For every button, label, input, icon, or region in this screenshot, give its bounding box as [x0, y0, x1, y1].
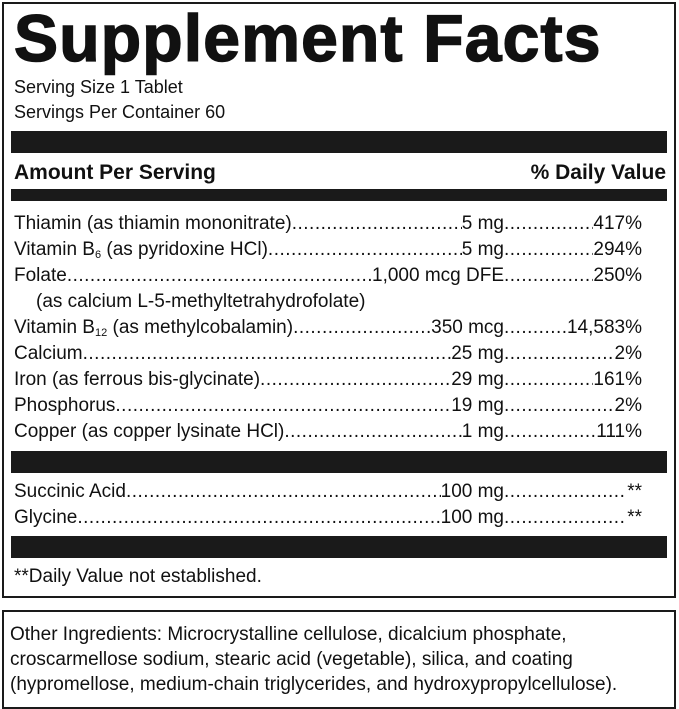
divider-bar: [11, 131, 667, 153]
divider-bar: [11, 189, 667, 201]
nutrient-note: (as calcium L-5-methyltetrahydrofolate): [36, 291, 366, 312]
nutrient-name: Vitamin B6 (as pyridoxine HCl): [14, 239, 268, 261]
other-ingredients-panel: Other Ingredients: Microcrystalline cell…: [2, 610, 676, 709]
nutrient-row: Vitamin B6 (as pyridoxine HCl) 5 mg 294%: [14, 237, 642, 263]
nutrient-dv: 14,583%: [566, 317, 642, 338]
nutrient-dv: 2%: [614, 343, 642, 364]
nutrient-amount: 5 mg: [461, 239, 504, 260]
nutrient-amount: 100 mg: [440, 481, 504, 502]
nutrient-name: Vitamin B12 (as methylcobalamin): [14, 317, 294, 339]
nutrient-amount: 350 mcg: [431, 317, 504, 338]
nutrient-dv: 417%: [593, 213, 642, 234]
nutrient-amount: 1 mg: [461, 421, 504, 442]
nutrient-name: Calcium: [14, 343, 83, 364]
nutrient-row: Succinic Acid 100 mg **: [14, 479, 642, 505]
nutrient-row: Phosphorus 19 mg 2%: [14, 393, 642, 419]
nutrient-name: Succinic Acid: [14, 481, 126, 502]
nutrient-row: Glycine 100 mg **: [14, 505, 642, 531]
nutrient-dv: 294%: [593, 239, 642, 260]
footnote: **Daily Value not established.: [14, 566, 262, 587]
nutrient-dv: 250%: [593, 265, 642, 286]
nutrient-row: Calcium 25 mg 2%: [14, 341, 642, 367]
divider-bar: [11, 451, 667, 473]
nutrient-name: Copper (as copper lysinate HCl): [14, 421, 285, 442]
nutrient-row: Vitamin B12 (as methylcobalamin)350 mcg …: [14, 315, 642, 341]
nutrient-dv: 161%: [593, 369, 642, 390]
nutrient-dv: **: [627, 507, 642, 528]
nutrient-amount: 5 mg: [461, 213, 504, 234]
other-ingredients-text: Other Ingredients: Microcrystalline cell…: [10, 624, 618, 695]
nutrient-row: Thiamin (as thiamin mononitrate) 5 mg 417…: [14, 211, 642, 237]
nutrient-name: Folate: [14, 265, 67, 286]
nutrient-dv: 111%: [596, 421, 642, 442]
nutrient-amount: 19 mg: [451, 395, 504, 416]
amount-per-serving-label: Amount Per Serving: [14, 161, 216, 184]
panel-title: Supplement Facts: [13, 0, 602, 76]
nutrient-dv: 2%: [614, 395, 642, 416]
nutrient-name: Iron (as ferrous bis-glycinate): [14, 369, 261, 390]
other-nutrient-list: Succinic Acid 100 mg ** Glycine 100 mg **: [14, 479, 642, 531]
nutrient-amount: 25 mg: [451, 343, 504, 364]
column-header: Amount Per Serving % Daily Value: [14, 161, 666, 185]
divider-bar: [11, 536, 667, 558]
nutrient-amount: 29 mg: [451, 369, 504, 390]
daily-value-label: % Daily Value: [530, 161, 666, 184]
nutrient-row: Iron (as ferrous bis-glycinate) 29 mg 161…: [14, 367, 642, 393]
nutrient-list: Thiamin (as thiamin mononitrate) 5 mg 417…: [14, 211, 642, 445]
nutrient-row: Copper (as copper lysinate HCl) 1 mg 111%: [14, 419, 642, 445]
nutrient-amount: 1,000 mcg DFE: [372, 265, 504, 286]
nutrient-amount: 100 mg: [440, 507, 504, 528]
nutrient-row: Folate 1,000 mcg DFE 250%: [14, 263, 642, 289]
nutrient-name: Thiamin (as thiamin mononitrate): [14, 213, 292, 234]
nutrient-dv: **: [627, 481, 642, 502]
nutrient-name: Glycine: [14, 507, 78, 528]
supplement-facts-panel: Supplement Facts Serving Size 1 Tablet S…: [2, 0, 676, 598]
serving-size: Serving Size 1 Tablet: [14, 77, 183, 97]
nutrient-name: Phosphorus: [14, 395, 116, 416]
servings-per-container: Servings Per Container 60: [14, 102, 226, 122]
